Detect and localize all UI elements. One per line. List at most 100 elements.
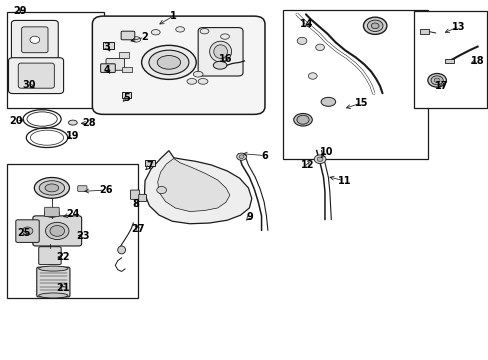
FancyBboxPatch shape	[78, 186, 87, 192]
Bar	[419, 30, 428, 34]
Ellipse shape	[50, 226, 64, 236]
Text: 10: 10	[319, 147, 332, 157]
Ellipse shape	[315, 44, 324, 50]
Text: 2: 2	[141, 32, 147, 42]
Text: 4: 4	[103, 64, 110, 75]
Text: 9: 9	[245, 212, 252, 221]
Text: 5: 5	[123, 93, 130, 103]
Text: 28: 28	[82, 118, 96, 128]
Circle shape	[239, 155, 244, 158]
Ellipse shape	[297, 37, 306, 44]
Ellipse shape	[118, 246, 125, 254]
Text: 12: 12	[301, 160, 314, 170]
Bar	[103, 42, 114, 49]
Text: 19: 19	[66, 131, 80, 141]
Text: 24: 24	[66, 209, 80, 219]
Ellipse shape	[151, 30, 160, 35]
Ellipse shape	[308, 73, 317, 79]
Ellipse shape	[213, 45, 227, 58]
Text: 7: 7	[146, 161, 152, 171]
Ellipse shape	[430, 76, 442, 85]
Text: 30: 30	[22, 80, 36, 90]
Bar	[6, 164, 138, 298]
Bar	[119, 52, 129, 58]
Bar	[282, 10, 427, 159]
FancyBboxPatch shape	[139, 194, 146, 202]
Ellipse shape	[293, 113, 312, 126]
Ellipse shape	[296, 115, 308, 124]
Text: 8: 8	[133, 199, 140, 210]
Ellipse shape	[39, 293, 68, 298]
Ellipse shape	[22, 227, 33, 235]
Ellipse shape	[132, 37, 141, 42]
FancyBboxPatch shape	[101, 64, 115, 72]
Text: 1: 1	[170, 11, 177, 21]
FancyBboxPatch shape	[16, 220, 39, 242]
Ellipse shape	[200, 28, 208, 34]
Circle shape	[314, 155, 325, 163]
Ellipse shape	[220, 34, 229, 39]
Ellipse shape	[321, 97, 335, 106]
Text: 13: 13	[451, 22, 465, 32]
FancyBboxPatch shape	[18, 63, 54, 88]
Ellipse shape	[149, 50, 188, 75]
Bar	[144, 160, 155, 166]
Circle shape	[157, 186, 166, 194]
Ellipse shape	[142, 45, 196, 80]
Ellipse shape	[45, 184, 59, 192]
Ellipse shape	[30, 36, 40, 43]
Polygon shape	[144, 150, 251, 224]
FancyBboxPatch shape	[130, 190, 140, 199]
Ellipse shape	[45, 222, 69, 239]
Ellipse shape	[157, 55, 180, 69]
FancyBboxPatch shape	[33, 216, 81, 246]
Text: 11: 11	[337, 176, 350, 186]
FancyBboxPatch shape	[106, 58, 124, 70]
Text: 16: 16	[219, 54, 232, 64]
Bar	[6, 12, 104, 108]
FancyBboxPatch shape	[11, 21, 58, 59]
Text: 17: 17	[434, 81, 448, 91]
Text: 22: 22	[56, 252, 70, 262]
Circle shape	[236, 153, 246, 160]
Text: 21: 21	[56, 283, 70, 293]
Ellipse shape	[186, 78, 196, 84]
Ellipse shape	[363, 17, 386, 35]
Ellipse shape	[370, 23, 378, 29]
Polygon shape	[158, 158, 229, 212]
Text: 29: 29	[14, 6, 27, 16]
Text: 15: 15	[354, 98, 367, 108]
Text: 25: 25	[17, 228, 31, 238]
Text: 26: 26	[99, 185, 112, 195]
Circle shape	[317, 157, 323, 161]
FancyBboxPatch shape	[198, 28, 243, 76]
Bar	[445, 59, 453, 63]
Text: 3: 3	[103, 42, 110, 52]
Text: 27: 27	[131, 225, 144, 234]
Ellipse shape	[44, 209, 59, 217]
Ellipse shape	[198, 78, 207, 84]
Text: 23: 23	[76, 231, 89, 240]
FancyBboxPatch shape	[92, 16, 264, 114]
Text: 20: 20	[10, 116, 23, 126]
Ellipse shape	[68, 120, 77, 125]
FancyBboxPatch shape	[39, 247, 61, 265]
Bar	[122, 67, 132, 72]
Ellipse shape	[366, 20, 382, 32]
FancyBboxPatch shape	[37, 267, 70, 297]
Ellipse shape	[193, 71, 203, 77]
Ellipse shape	[39, 181, 64, 195]
Ellipse shape	[34, 177, 69, 198]
FancyBboxPatch shape	[21, 27, 48, 53]
Text: 6: 6	[261, 150, 268, 161]
Ellipse shape	[209, 41, 231, 62]
FancyBboxPatch shape	[121, 31, 135, 40]
Ellipse shape	[427, 73, 446, 87]
FancyBboxPatch shape	[44, 207, 59, 217]
Ellipse shape	[433, 78, 439, 82]
Ellipse shape	[175, 27, 184, 32]
FancyBboxPatch shape	[8, 58, 63, 94]
Ellipse shape	[39, 266, 68, 271]
Bar	[413, 11, 487, 108]
Text: 18: 18	[470, 56, 484, 66]
